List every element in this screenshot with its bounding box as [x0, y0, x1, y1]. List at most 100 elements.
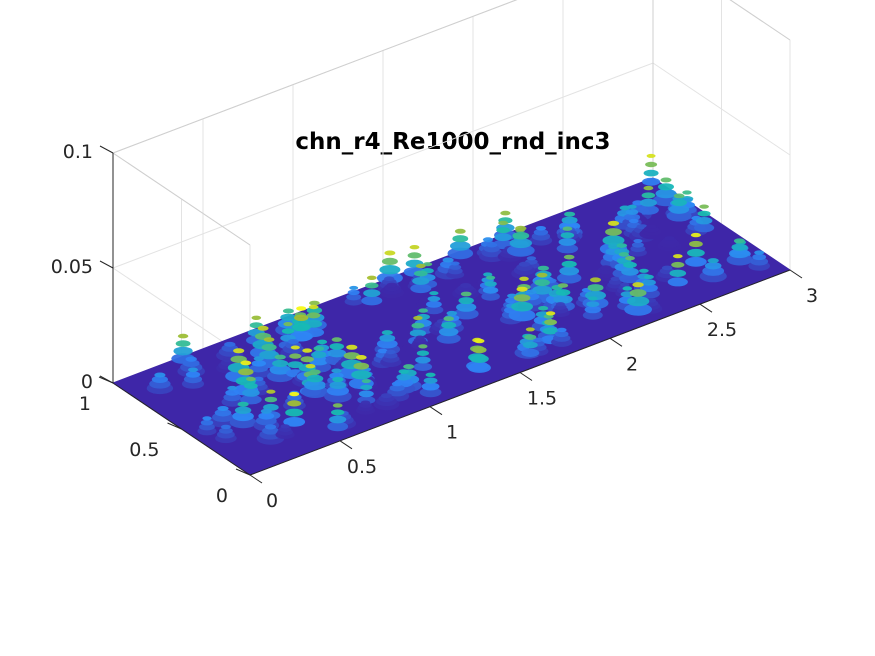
z-tick-label: 0.1	[63, 141, 93, 163]
surface-bump	[329, 415, 347, 424]
surface-bump	[620, 282, 630, 287]
surface-bump	[332, 376, 344, 383]
surface-bump	[234, 406, 252, 414]
surface-bump	[423, 377, 438, 384]
surface-bump	[263, 337, 275, 342]
surface-bump	[607, 220, 620, 226]
surface-bump	[587, 284, 604, 292]
surface-bump	[625, 209, 639, 215]
surface-bump	[200, 419, 214, 426]
x-tick-label: 1.5	[527, 388, 557, 410]
surface-bump	[308, 304, 319, 310]
surface-bump	[429, 291, 439, 296]
x-tick-mark	[249, 474, 263, 484]
surface-bump	[409, 245, 420, 250]
surface-bump	[560, 232, 575, 239]
surface-bump	[443, 316, 455, 322]
surface-bump	[441, 321, 457, 329]
surface-bump	[425, 372, 436, 377]
surface-bump	[442, 257, 454, 263]
x-tick-label: 0.5	[347, 456, 377, 478]
surface-bump	[214, 409, 232, 417]
x-tick-label: 0	[266, 490, 278, 512]
surface-bump	[409, 329, 426, 337]
surface-bump	[450, 241, 471, 251]
surface-bump	[376, 339, 398, 349]
surface-bump	[526, 256, 537, 261]
surface-bump	[415, 356, 431, 364]
surface-bump	[474, 338, 485, 344]
surface-bump	[311, 351, 327, 359]
surface-bump	[287, 361, 303, 369]
surface-bump	[584, 305, 601, 314]
surface-bump	[377, 348, 388, 354]
surface-bump	[482, 286, 499, 294]
surface-bump	[525, 327, 535, 332]
surface-bump	[602, 235, 625, 246]
surface-bump	[564, 211, 576, 217]
y-tick-label: 0.5	[129, 439, 159, 461]
surface-bump	[618, 252, 630, 257]
surface-bump	[385, 349, 396, 355]
surface-bump	[438, 327, 459, 337]
surface-bump	[470, 354, 489, 363]
surface-bump	[331, 409, 345, 416]
surface-bump	[309, 300, 320, 306]
surface-bump	[304, 380, 326, 391]
surface-bump	[384, 250, 396, 256]
z-tick-mark	[99, 145, 114, 154]
surface-bump	[415, 335, 425, 340]
surface-bump	[685, 256, 707, 267]
surface-bump	[306, 312, 321, 319]
surface-bump	[664, 236, 675, 241]
surface-bump	[346, 293, 362, 301]
surface-bump	[483, 272, 493, 277]
surface-bump	[384, 276, 395, 282]
surface-bump	[287, 339, 299, 345]
surface-bump	[257, 325, 269, 331]
surface-bump	[586, 301, 600, 307]
surface-bump	[639, 284, 658, 292]
surface-bump	[379, 334, 396, 342]
surface-plot	[111, 153, 792, 476]
surface-bump	[363, 289, 381, 297]
surface-bump	[327, 349, 347, 358]
surface-bump	[673, 254, 683, 259]
surface-bump	[199, 423, 215, 431]
surface-bump	[274, 354, 286, 360]
surface-bump	[687, 248, 705, 257]
surface-bump	[421, 382, 440, 391]
x-tick-mark	[699, 303, 713, 313]
surface-bump	[562, 226, 573, 231]
surface-bump	[561, 260, 577, 268]
surface-bump	[661, 265, 673, 271]
surface-bump	[355, 355, 367, 360]
surface-bump	[556, 327, 567, 333]
surface-bump	[752, 253, 767, 261]
surface-bump	[331, 368, 342, 374]
surface-bump	[643, 185, 654, 191]
surface-bump	[381, 257, 398, 265]
surface-bump	[294, 314, 309, 321]
surface-bump	[646, 153, 656, 158]
surface-bump	[525, 289, 537, 295]
y-tick-label: 0	[216, 485, 228, 507]
surface-bump	[669, 204, 690, 214]
surface-bump	[232, 411, 254, 422]
surface-bump	[667, 277, 688, 287]
surface-bump	[238, 368, 254, 376]
surface-bump	[621, 267, 639, 276]
surface-bump	[249, 364, 268, 373]
surface-bump	[564, 219, 576, 225]
surface-bump	[227, 385, 238, 391]
surface-bump	[173, 346, 193, 356]
surface-bump	[305, 364, 316, 369]
surface-bump	[188, 367, 198, 373]
surface-bump	[237, 401, 249, 407]
surface-bump	[381, 393, 392, 399]
surface-bump	[365, 282, 379, 289]
surface-bump	[516, 286, 528, 292]
